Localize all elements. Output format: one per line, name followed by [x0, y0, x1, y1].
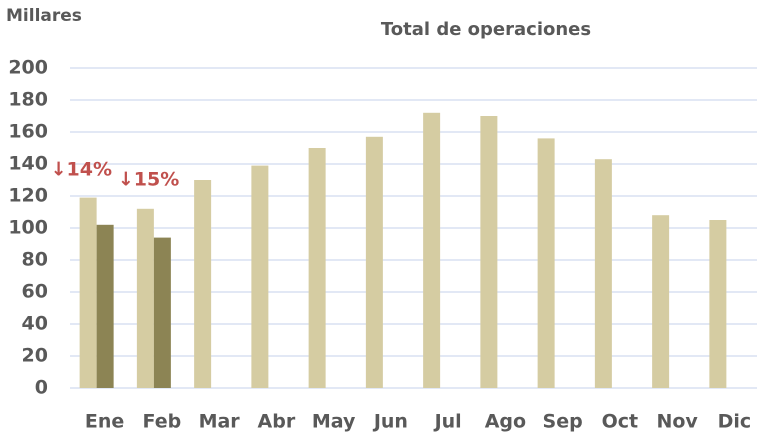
x-tick-label: Sep: [543, 411, 583, 433]
bar: [136, 208, 154, 388]
y-axis-label: Millares: [6, 6, 82, 26]
x-tick-label: Oct: [602, 411, 639, 433]
y-tick-label: 120: [8, 185, 48, 207]
y-tick-label: 60: [22, 281, 48, 303]
bar: [153, 237, 171, 388]
bar: [194, 180, 212, 388]
x-tick-label: Nov: [656, 411, 698, 433]
y-tick-label: 140: [8, 153, 48, 175]
y-tick-label: 0: [35, 377, 48, 399]
bar: [308, 148, 326, 388]
annotation: ↓14%: [51, 159, 112, 181]
annotation: ↓15%: [118, 169, 179, 191]
x-tick-label: Feb: [143, 411, 182, 433]
bar: [251, 165, 269, 388]
y-tick-label: 180: [8, 89, 48, 111]
chart-title: Total de operaciones: [381, 19, 591, 40]
y-tick-label: 40: [22, 313, 48, 335]
x-tick-label: Jul: [433, 411, 462, 433]
x-tick-label: Abr: [258, 411, 296, 433]
x-tick-label: Ene: [85, 411, 124, 433]
bar: [709, 220, 727, 388]
bar: [96, 224, 114, 388]
x-tick-label: Dic: [718, 411, 752, 433]
bar: [365, 136, 383, 388]
x-tick-label: Ago: [485, 411, 526, 433]
y-tick-label: 20: [22, 345, 48, 367]
bar: [537, 138, 555, 388]
bar: [79, 197, 97, 388]
x-tick-label: Jun: [372, 411, 408, 433]
x-tick-label: May: [312, 411, 356, 433]
y-tick-label: 160: [8, 121, 48, 143]
bar: [594, 159, 612, 388]
y-tick-label: 100: [8, 217, 48, 239]
y-tick-label: 200: [8, 57, 48, 79]
bar: [423, 112, 441, 389]
y-tick-label: 80: [22, 249, 48, 271]
bar: [652, 215, 670, 388]
x-tick-label: Mar: [199, 411, 241, 433]
bar: [480, 116, 498, 388]
